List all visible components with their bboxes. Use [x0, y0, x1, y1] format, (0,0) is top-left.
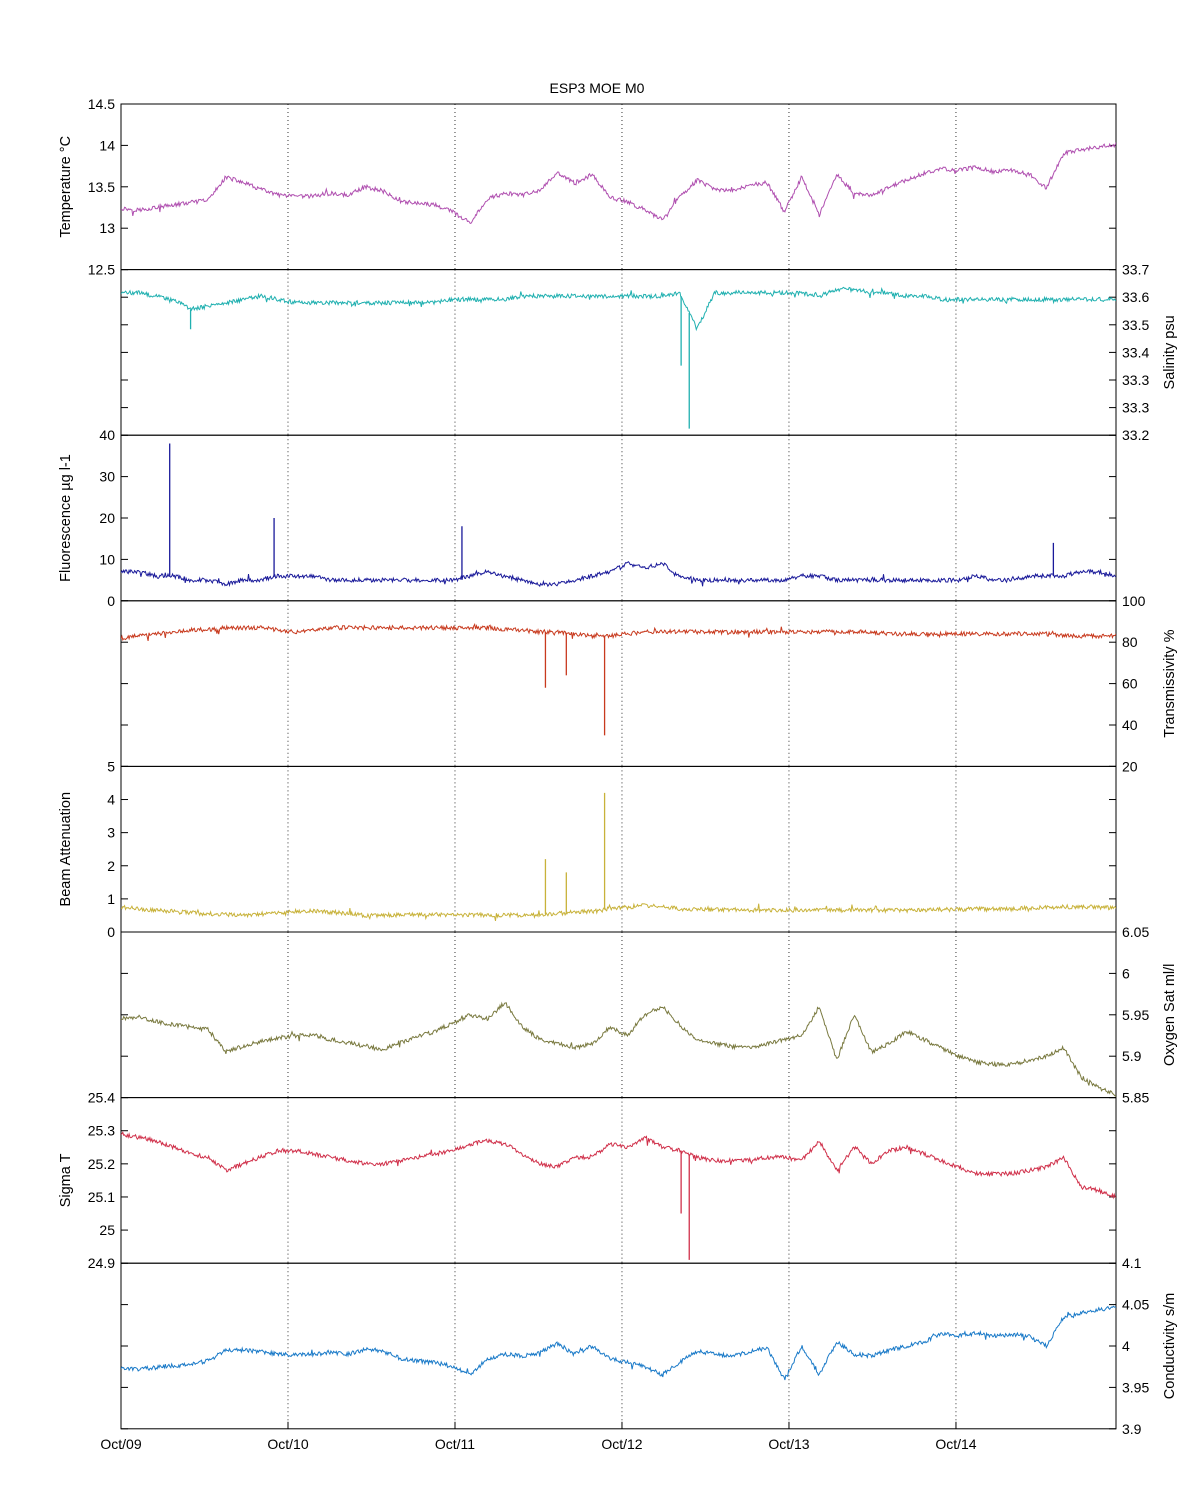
chart-title: ESP3 MOE M0: [550, 80, 645, 96]
y-tick-label: 0: [107, 593, 115, 609]
y-tick-label: 25.3: [88, 1123, 115, 1139]
y-tick-label: 25.2: [88, 1156, 115, 1172]
x-axis: Oct/09 Oct/10 Oct/11 Oct/12 Oct/13 Oct/14: [100, 1421, 977, 1452]
y-tick-label: 14.5: [88, 96, 115, 112]
panel-fluorescence-g-l-1: 0 10 20 30 40 Fluorescence µg l-1: [58, 427, 1117, 609]
y-tick-label: 20: [1122, 758, 1138, 774]
x-tick-label: Oct/10: [267, 1436, 308, 1452]
panel-sigma-t: 24.9 25 25.1 25.2 25.3 25.4 Sigma T: [58, 1090, 1117, 1271]
panel-oxygen-sat-ml-l: 5.85 5.9 5.95 6 6.05 Oxygen Sat ml/l: [120, 924, 1178, 1106]
y-tick-label: 4: [1122, 1338, 1130, 1354]
y-tick-label: 20: [99, 510, 115, 526]
x-tick-label: Oct/12: [601, 1436, 642, 1452]
y-tick-label: 5.95: [1122, 1007, 1149, 1023]
y-tick-label: 33.3: [1122, 372, 1149, 388]
x-tick-label: Oct/11: [435, 1436, 475, 1452]
y-tick-label: 33.6: [1122, 289, 1149, 305]
y-tick-label: 5: [107, 758, 115, 774]
panel-transmissivity-: 20 40 60 80 100 Transmissivity %: [120, 593, 1178, 774]
y-tick-label: 33.5: [1122, 317, 1149, 333]
y-tick-label: 40: [1122, 717, 1138, 733]
y-tick-label: 33.3: [1122, 400, 1149, 416]
panel-beam-attenuation: 0 1 2 3 4 5 Beam Attenuation: [58, 758, 1117, 940]
series-line: [121, 622, 1116, 642]
panel-frame: [120, 931, 1117, 1099]
y-tick-label: 10: [99, 551, 115, 567]
y-tick-label: 100: [1122, 593, 1146, 609]
panel-temperature-c: 12.5 13 13.5 14 14.5 Temperature °C: [58, 96, 1117, 278]
y-tick-label: 4.05: [1122, 1297, 1149, 1313]
y-tick-label: 80: [1122, 634, 1138, 650]
series-line: [121, 1305, 1116, 1381]
y-tick-label: 3: [107, 825, 115, 841]
panel-frame: [120, 269, 1117, 436]
y-tick-label: 33.7: [1122, 262, 1149, 278]
series-line: [121, 1001, 1116, 1097]
panel-salinity-psu: 33.2 33.3 33.3 33.4 33.5 33.6 33.7 Salinity psu: [120, 262, 1178, 443]
y-tick-label: 33.2: [1122, 427, 1149, 443]
series-line: [121, 286, 1116, 332]
y-tick-label: 12.5: [88, 262, 115, 278]
x-tick-label: Oct/14: [935, 1436, 976, 1452]
y-axis-label: Sigma T: [58, 1153, 74, 1207]
y-tick-label: 3.9: [1122, 1421, 1142, 1437]
y-axis-label: Temperature °C: [58, 136, 74, 238]
y-tick-label: 33.4: [1122, 344, 1149, 360]
y-tick-label: 4: [107, 792, 115, 808]
y-tick-label: 6.05: [1122, 924, 1149, 940]
y-tick-label: 13: [99, 220, 115, 236]
x-tick-label: Oct/09: [100, 1436, 141, 1452]
y-tick-label: 13.5: [88, 179, 115, 195]
y-axis-label: Conductivity s/m: [1162, 1293, 1178, 1399]
series-line: [121, 561, 1116, 588]
panel-frame: [120, 103, 1117, 271]
panel-frame: [120, 600, 1117, 767]
series-line: [121, 1131, 1116, 1200]
y-tick-label: 40: [99, 427, 115, 443]
panel-frame: [120, 1097, 1117, 1264]
y-axis-label: Transmissivity %: [1162, 629, 1178, 737]
y-tick-label: 5.9: [1122, 1048, 1142, 1064]
panel-frame: [120, 1262, 1117, 1430]
y-tick-label: 6: [1122, 965, 1130, 981]
y-axis-label: Oxygen Sat ml/l: [1162, 964, 1178, 1066]
y-tick-label: 0: [107, 924, 115, 940]
y-tick-label: 3.95: [1122, 1379, 1149, 1395]
y-tick-label: 24.9: [88, 1255, 115, 1271]
y-tick-label: 4.1: [1122, 1255, 1142, 1271]
y-axis-label: Salinity psu: [1162, 315, 1178, 389]
y-tick-label: 5.85: [1122, 1090, 1149, 1106]
panel-conductivity-s-m: 3.9 3.95 4 4.05 4.1 Conductivity s/m: [120, 1255, 1178, 1437]
y-axis-label: Beam Attenuation: [58, 792, 74, 906]
y-tick-label: 25: [99, 1222, 115, 1238]
y-tick-label: 30: [99, 469, 115, 485]
series-line: [121, 142, 1116, 224]
y-tick-label: 25.4: [88, 1090, 115, 1106]
y-tick-label: 25.1: [88, 1189, 115, 1205]
y-tick-label: 1: [107, 891, 115, 907]
series-line: [121, 902, 1116, 922]
y-tick-label: 2: [107, 858, 115, 874]
y-tick-label: 60: [1122, 676, 1138, 692]
y-axis-label: Fluorescence µg l-1: [58, 454, 74, 582]
y-tick-label: 14: [99, 137, 115, 153]
x-tick-label: Oct/13: [768, 1436, 809, 1452]
